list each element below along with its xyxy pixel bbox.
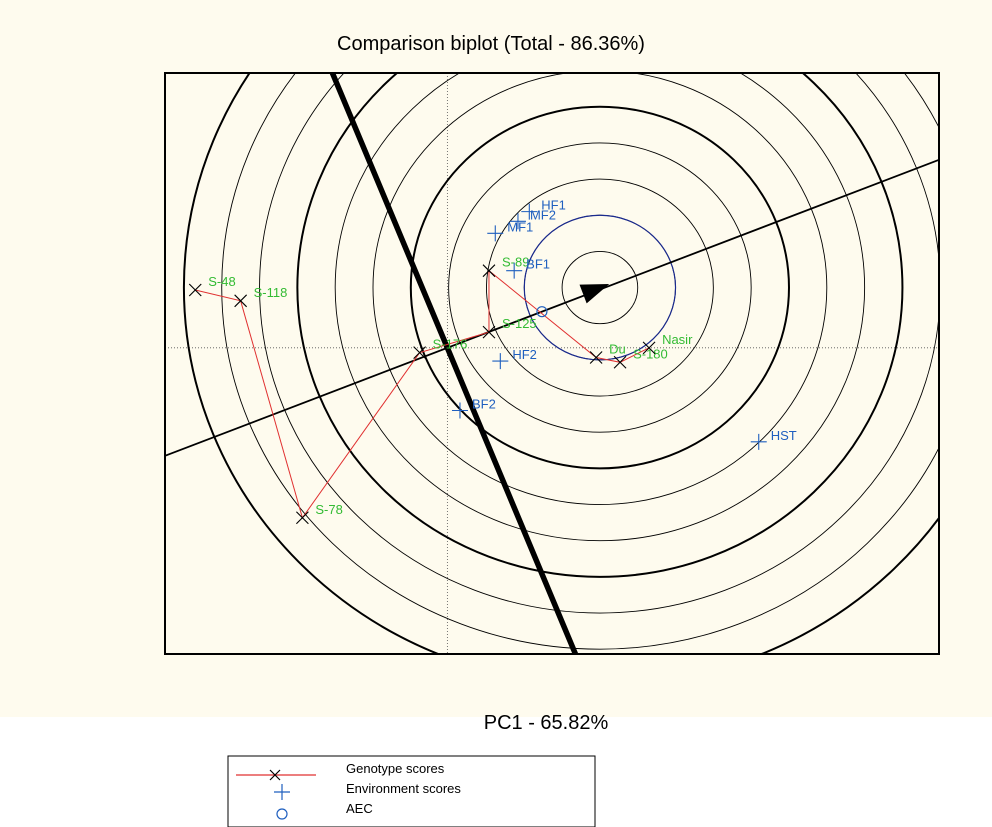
environment-label-hf2: HF2 [512, 347, 537, 362]
x-axis-label: PC1 - 65.82% [484, 712, 609, 734]
aec-marker [536, 306, 548, 318]
legend-genotype-marker [269, 769, 281, 781]
environment-label-mf2: MF2 [530, 207, 556, 222]
environment-marker-mf1 [487, 225, 504, 242]
genotype-marker-s-180 [613, 355, 627, 369]
genotype-marker-nasir [642, 341, 656, 355]
legend: Genotype scores Environment scores AEC [227, 755, 596, 827]
genotype-label-s-89: S-89 [502, 255, 529, 270]
concentric-ring-11 [183, 73, 939, 654]
genotype-label-s-176: S-176 [433, 337, 468, 352]
environment-label-hf1: HF1 [541, 198, 566, 213]
environment-marker-hst [750, 433, 767, 450]
concentric-ring-4 [448, 142, 752, 433]
legend-aec-marker [276, 808, 288, 820]
genotype-marker-s-118 [234, 294, 248, 308]
aec-abscissa-line [165, 158, 939, 457]
genotype-marker-s-78 [296, 511, 309, 525]
genotype-label-s-125: S-125 [502, 316, 537, 331]
concentric-ring-5 [409, 105, 790, 470]
concentric-ring-9 [259, 73, 939, 614]
environment-label-bf1: BF1 [526, 257, 550, 272]
concentric-ring-3 [485, 178, 714, 397]
concentric-ring-10 [221, 73, 939, 650]
plot-frame [164, 72, 940, 655]
legend-genotype-label: Genotype scores [346, 761, 445, 776]
chart-title: Comparison biplot (Total - 86.36%) [337, 33, 645, 55]
inner-blue-ring [523, 214, 677, 361]
environment-label-hst: HST [771, 428, 797, 443]
environment-marker-hf1 [521, 203, 538, 220]
concentric-ring-7 [334, 73, 865, 542]
genotype-marker-s-48 [188, 283, 202, 297]
genotype-marker-s-176 [413, 346, 427, 360]
environment-marker-hf2 [492, 353, 509, 370]
genotype-marker-du [589, 351, 603, 364]
genotype-label-s-180: S-180 [633, 346, 668, 361]
concentric-ring-1 [561, 250, 639, 325]
legend-aec-label: AEC [346, 801, 373, 816]
concentric-ring-8 [296, 73, 904, 578]
environment-label-bf2: BF2 [472, 397, 496, 412]
genotype-label-s-118: S-118 [254, 285, 288, 300]
genotype-marker-s-89 [482, 264, 496, 278]
concentric-ring-6 [372, 73, 828, 505]
legend-environment-label: Environment scores [346, 781, 461, 796]
genotype-marker-s-125 [482, 325, 496, 339]
genotype-label-s-78: S-78 [315, 502, 342, 517]
environment-marker-mf2 [509, 213, 526, 230]
environment-label-mf1: MF1 [507, 219, 533, 234]
environment-marker-bf2 [451, 402, 468, 419]
genotype-label-nasir: Nasir [662, 332, 693, 347]
legend-environment-marker [274, 784, 290, 800]
genotype-label-du: Du [609, 341, 626, 356]
environment-marker-bf1 [506, 262, 523, 279]
aec-ordinate-line [329, 73, 579, 654]
ideal-arrow-head [579, 283, 610, 304]
genotype-label-s-48: S-48 [208, 274, 235, 289]
